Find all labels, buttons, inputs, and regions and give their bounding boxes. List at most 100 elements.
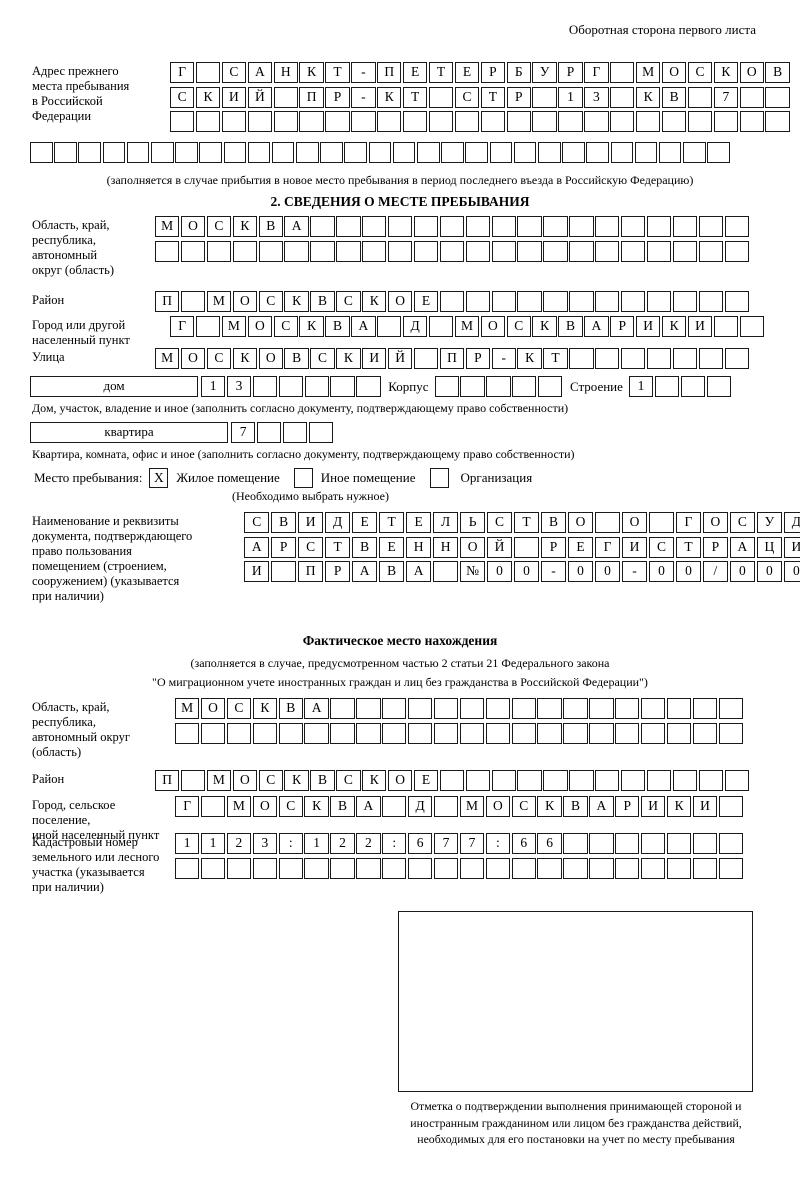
char-cell[interactable]: [692, 833, 718, 854]
char-cell[interactable]: [595, 291, 620, 312]
char-cell[interactable]: [408, 698, 433, 719]
char-cell[interactable]: [417, 142, 440, 163]
char-cell[interactable]: [330, 698, 355, 719]
char-cell[interactable]: П: [377, 62, 402, 83]
char-cell[interactable]: -: [491, 348, 516, 369]
char-cell[interactable]: Г: [584, 62, 609, 83]
char-cell[interactable]: К: [636, 86, 661, 108]
char-cell[interactable]: [563, 833, 588, 854]
char-cell[interactable]: В: [284, 348, 309, 369]
char-cell[interactable]: Т: [428, 62, 454, 83]
char-cell[interactable]: [368, 142, 392, 163]
char-cell[interactable]: 1: [200, 833, 226, 854]
char-cell[interactable]: С: [244, 512, 270, 533]
char-cell[interactable]: [718, 722, 743, 744]
char-cell[interactable]: Р: [480, 62, 505, 83]
char-cell[interactable]: Р: [270, 536, 297, 558]
char-cell[interactable]: И: [621, 536, 648, 558]
char-cell[interactable]: [336, 240, 361, 262]
char-cell[interactable]: [200, 796, 226, 817]
char-cell[interactable]: [718, 796, 743, 817]
char-cell[interactable]: [232, 240, 257, 262]
char-cell[interactable]: [687, 86, 713, 108]
char-cell[interactable]: К: [532, 316, 557, 337]
char-cell[interactable]: А: [304, 698, 329, 719]
char-cell[interactable]: К: [362, 291, 387, 312]
checkbox-residential[interactable]: X: [149, 468, 169, 488]
char-cell[interactable]: О: [485, 796, 510, 817]
char-cell[interactable]: [724, 291, 749, 312]
char-cell[interactable]: К: [195, 86, 221, 108]
char-cell[interactable]: И: [362, 348, 387, 369]
char-cell[interactable]: [226, 722, 252, 744]
char-cell[interactable]: -: [351, 86, 376, 108]
char-cell[interactable]: [284, 240, 309, 262]
char-cell[interactable]: Р: [324, 561, 351, 583]
char-cell[interactable]: Р: [540, 536, 567, 558]
char-cell[interactable]: О: [258, 348, 283, 369]
char-cell[interactable]: [486, 376, 511, 397]
char-cell[interactable]: [310, 240, 335, 262]
char-cell[interactable]: 7: [459, 833, 485, 854]
char-cell[interactable]: О: [200, 698, 226, 719]
char-cell[interactable]: [271, 142, 295, 163]
char-cell[interactable]: [459, 722, 485, 744]
char-cell[interactable]: 0: [648, 561, 675, 583]
char-cell[interactable]: [621, 240, 646, 262]
char-cell[interactable]: [491, 770, 516, 791]
char-cell[interactable]: [54, 142, 77, 163]
char-cell[interactable]: [413, 240, 439, 262]
char-cell[interactable]: А: [351, 561, 378, 583]
char-cell[interactable]: А: [356, 796, 381, 817]
char-cell[interactable]: Т: [543, 348, 568, 369]
char-cell[interactable]: [439, 770, 465, 791]
char-cell[interactable]: Г: [675, 512, 702, 533]
char-cell[interactable]: В: [310, 770, 335, 791]
korpus-grid[interactable]: [434, 376, 564, 397]
char-cell[interactable]: [517, 240, 542, 262]
char-cell[interactable]: С: [729, 512, 756, 533]
char-cell[interactable]: [589, 833, 614, 854]
char-cell[interactable]: [672, 770, 698, 791]
char-cell[interactable]: Д: [324, 512, 351, 533]
char-cell[interactable]: Н: [273, 62, 298, 83]
char-cell[interactable]: [687, 111, 713, 133]
char-cell[interactable]: О: [388, 291, 413, 312]
char-cell[interactable]: [595, 240, 620, 262]
char-cell[interactable]: О: [180, 348, 206, 369]
char-cell[interactable]: №: [459, 561, 486, 583]
char-cell[interactable]: :: [382, 833, 407, 854]
char-cell[interactable]: В: [563, 796, 588, 817]
char-cell[interactable]: [558, 111, 583, 133]
char-cell[interactable]: [562, 142, 585, 163]
char-cell[interactable]: О: [480, 316, 505, 337]
char-cell[interactable]: /: [702, 561, 729, 583]
char-cell[interactable]: [532, 86, 557, 108]
char-cell[interactable]: М: [155, 216, 180, 237]
char-cell[interactable]: [724, 216, 749, 237]
char-cell[interactable]: [634, 142, 658, 163]
char-cell[interactable]: В: [258, 216, 283, 237]
char-cell[interactable]: [325, 111, 350, 133]
char-cell[interactable]: [175, 722, 200, 744]
char-cell[interactable]: [408, 857, 433, 879]
char-cell[interactable]: [310, 216, 335, 237]
char-cell[interactable]: [586, 142, 609, 163]
char-cell[interactable]: [610, 62, 635, 83]
char-cell[interactable]: О: [621, 512, 648, 533]
char-cell[interactable]: [584, 111, 609, 133]
char-cell[interactable]: Т: [325, 62, 350, 83]
char-cell[interactable]: [517, 291, 542, 312]
char-cell[interactable]: С: [454, 86, 480, 108]
char-cell[interactable]: [320, 142, 343, 163]
char-cell[interactable]: [698, 216, 723, 237]
char-cell[interactable]: В: [310, 291, 335, 312]
char-cell[interactable]: И: [692, 796, 718, 817]
char-cell[interactable]: [330, 722, 355, 744]
char-cell[interactable]: [223, 142, 247, 163]
char-cell[interactable]: [739, 86, 764, 108]
checkbox-organization[interactable]: [429, 468, 449, 488]
